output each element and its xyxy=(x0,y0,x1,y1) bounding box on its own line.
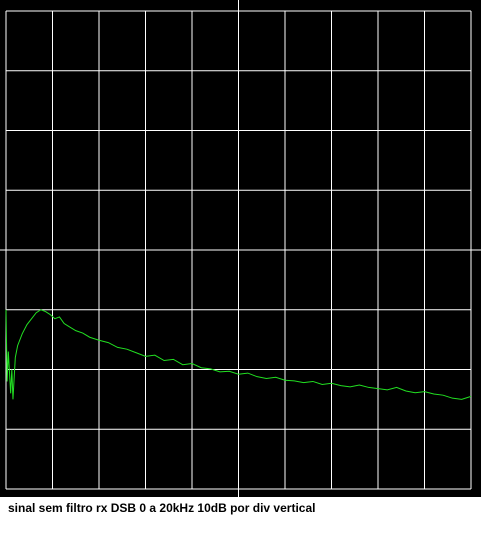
caption: sinal sem filtro rx DSB 0 a 20kHz 10dB p… xyxy=(8,501,315,515)
spectrum-line xyxy=(5,309,472,400)
screen xyxy=(0,0,481,497)
